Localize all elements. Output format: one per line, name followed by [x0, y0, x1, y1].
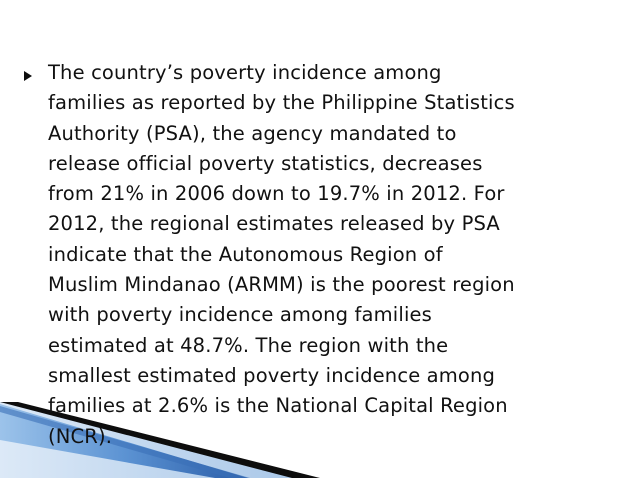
text-line: with poverty incidence among families	[48, 303, 432, 327]
decor-swoosh-shadow	[0, 406, 250, 478]
decor-swoosh-blue	[0, 404, 248, 478]
text-line: release official poverty statistics, dec…	[48, 151, 483, 175]
decor-swoosh-dark	[0, 402, 320, 478]
text-line: Muslim Mindanao (ARMM) is the poorest re…	[48, 273, 515, 297]
text-line: 2012, the regional estimates released by…	[48, 212, 500, 236]
text-line: (NCR).	[48, 424, 113, 448]
text-line: from 21% in 2006 down to 19.7% in 2012. …	[48, 182, 505, 206]
text-line: Authority (PSA), the agency mandated to	[48, 121, 457, 145]
text-line: indicate that the Autonomous Region of	[48, 242, 443, 266]
text-line: estimated at 48.7%. The region with the	[48, 333, 449, 357]
bullet-paragraph: The country’s poverty incidence among fa…	[48, 58, 620, 452]
text-line: The country’s poverty incidence among	[48, 61, 442, 84]
text-line: families at 2.6% is the National Capital…	[48, 394, 508, 418]
triangle-right-icon	[24, 71, 32, 81]
text-line: families as reported by the Philippine S…	[48, 91, 515, 115]
text-line: smallest estimated poverty incidence amo…	[48, 363, 496, 387]
